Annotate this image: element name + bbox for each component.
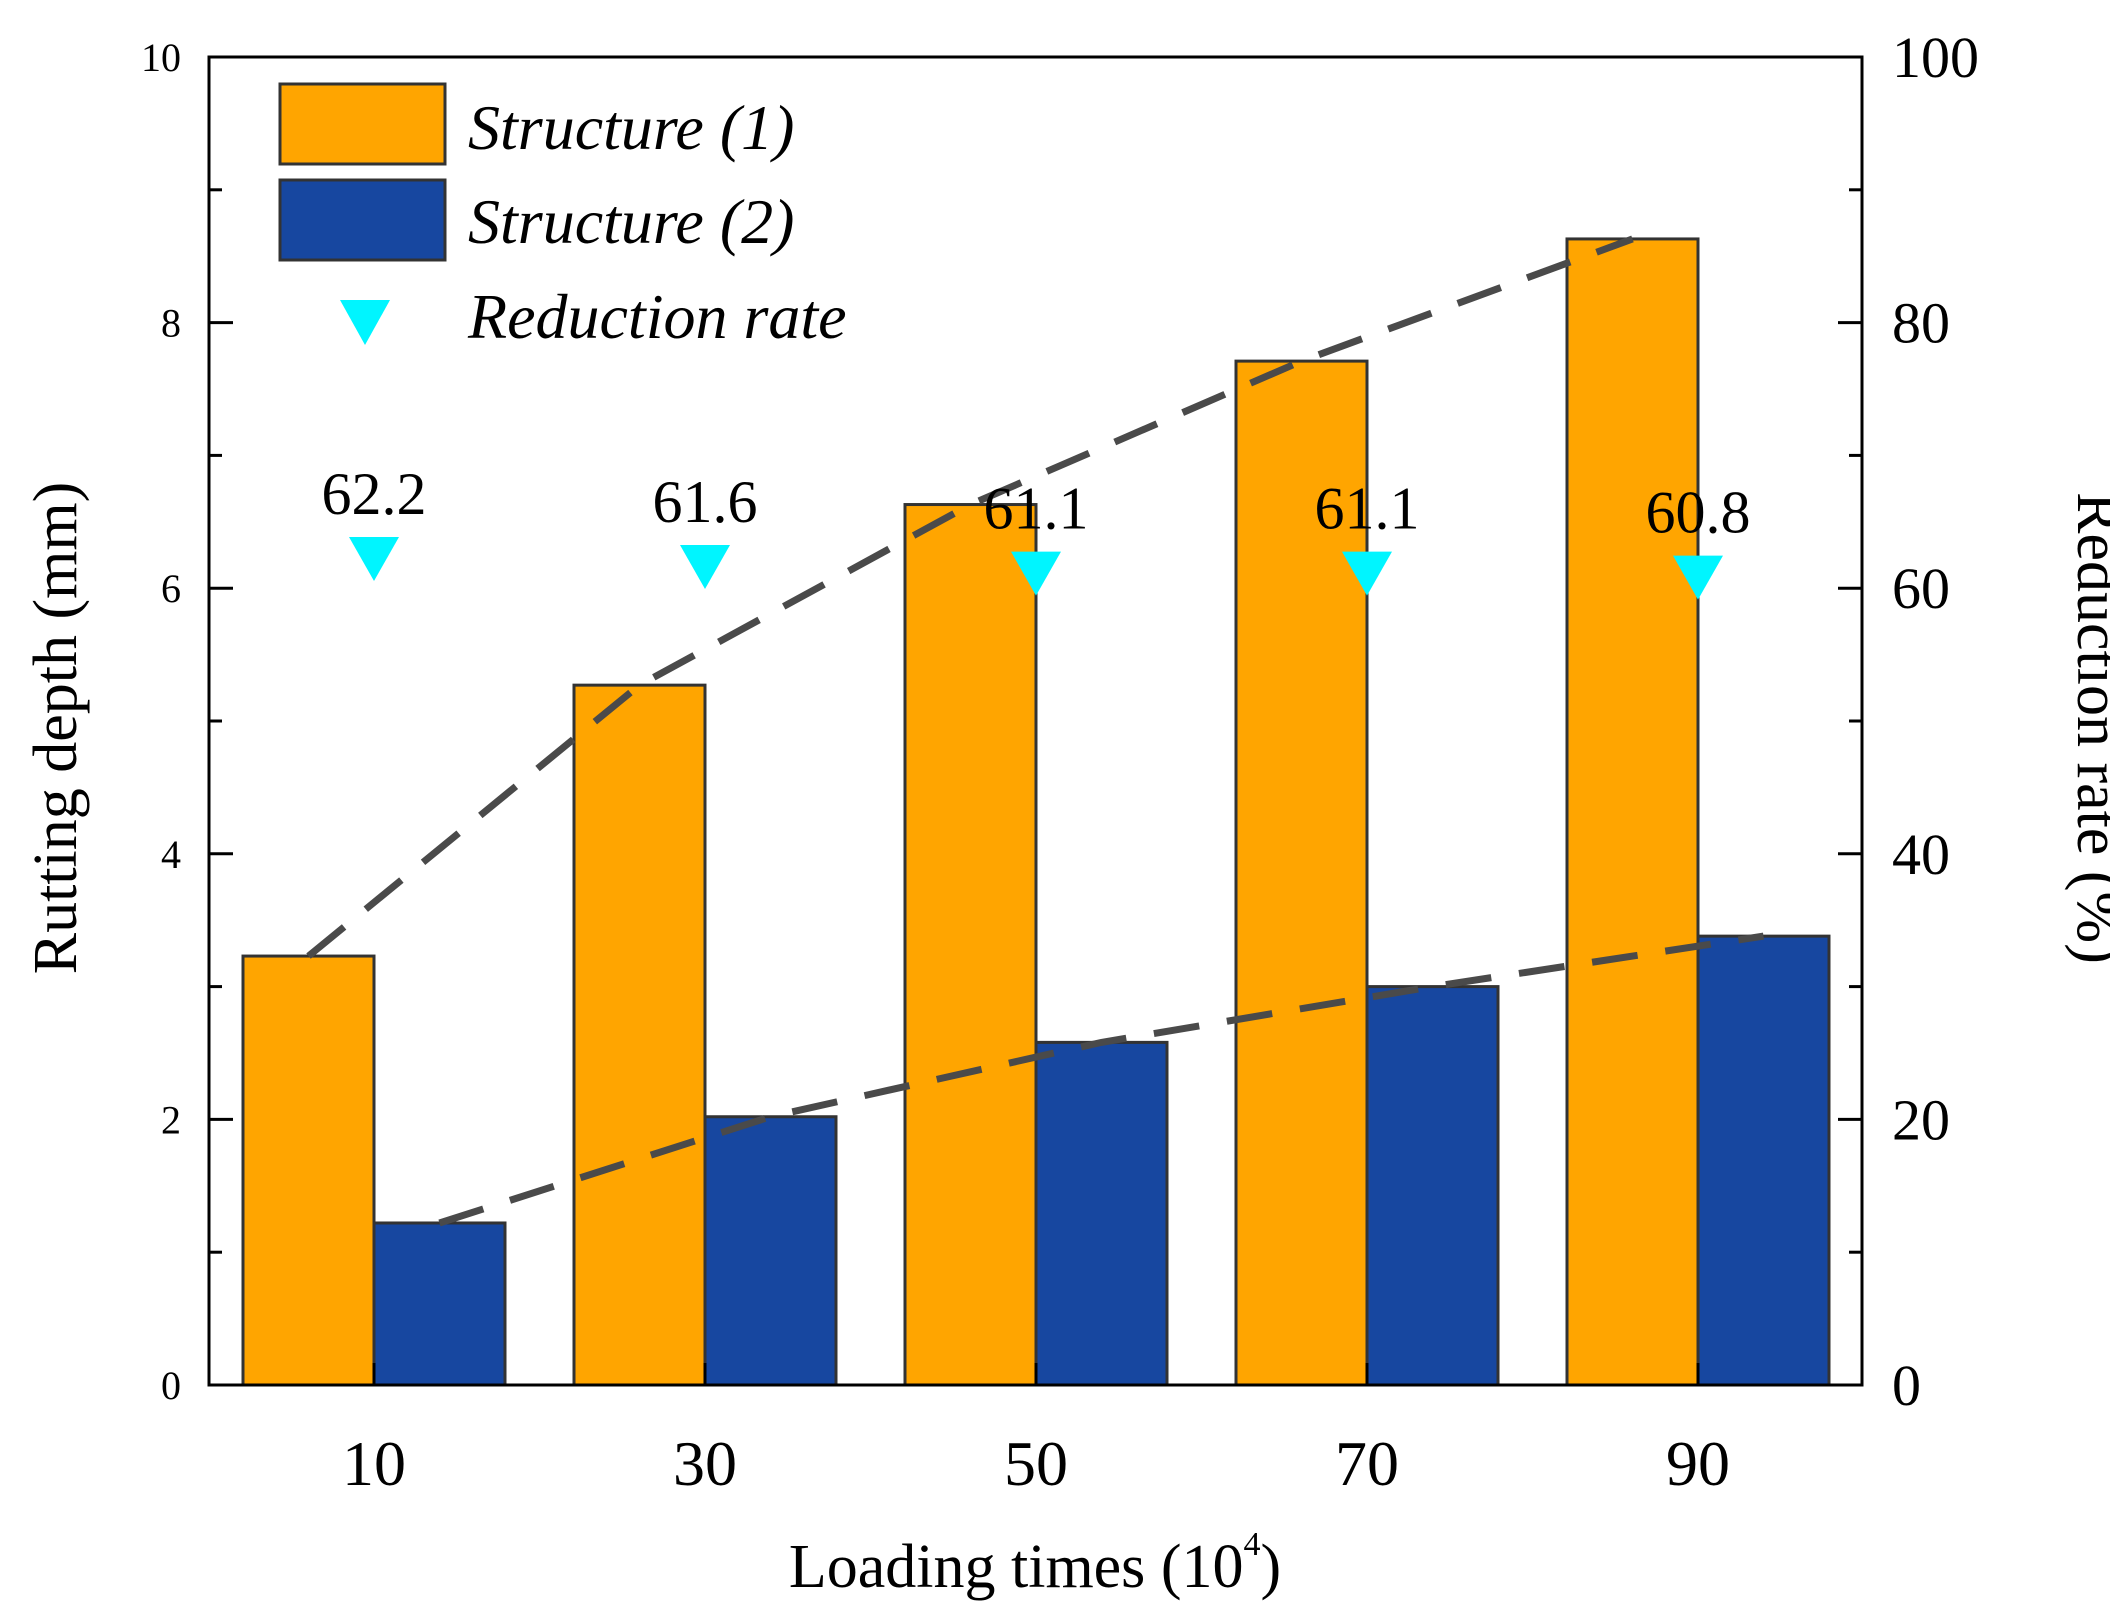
reduction-label-30: 61.6 [653, 469, 758, 535]
bar-structure-2-90 [1696, 934, 1831, 1387]
data-labels-layer: 62.2 61.6 61.1 61.1 60.8 [322, 461, 1751, 546]
x-tick-label-90: 90 [1666, 1428, 1730, 1499]
y-tick-label-6: 6 [161, 566, 181, 611]
bar-structure-1-50 [903, 503, 1038, 1387]
reduction-marker-70 [1342, 551, 1392, 596]
legend-label-structure-2: Structure (2) [468, 186, 794, 257]
legend-label-structure-1: Structure (1) [468, 92, 794, 163]
y2-tick-label-40: 40 [1892, 822, 1950, 887]
bar-structure-1-10 [241, 954, 376, 1387]
legend-label-reduction-rate: Reduction rate [467, 281, 847, 352]
y-tick-label-2: 2 [161, 1097, 181, 1142]
y2-tick-label-0: 0 [1892, 1353, 1921, 1418]
y2-tick-label-20: 20 [1892, 1087, 1950, 1152]
x-tick-label-10: 10 [342, 1428, 406, 1499]
y-tick-label-8: 8 [161, 301, 181, 346]
legend-swatch-structure-1 [278, 82, 447, 166]
bar-structure-1-30 [572, 683, 707, 1387]
y2-tick-label-100: 100 [1892, 25, 1979, 90]
bar-structure-2-30 [703, 1115, 838, 1387]
y-axis-title: Rutting depth (mm) [22, 482, 90, 975]
bar-structure-2-70 [1365, 985, 1500, 1387]
reduction-label-70: 61.1 [1315, 476, 1420, 542]
bar-structure-2-10 [372, 1221, 507, 1387]
reduction-label-50: 61.1 [984, 476, 1089, 542]
trend-lines-layer [306, 235, 1765, 1227]
y-tick-label-10: 10 [141, 35, 181, 80]
y-tick-label-0: 0 [161, 1363, 181, 1408]
x-axis-title: Loading times (104) [789, 1526, 1281, 1601]
reduction-label-10: 62.2 [322, 461, 427, 527]
reduction-label-90: 60.8 [1646, 480, 1751, 546]
trend-line-structure-1 [306, 235, 1634, 959]
reduction-marker-30 [680, 544, 730, 589]
legend-swatch-structure-2 [278, 178, 447, 262]
y2-tick-label-80: 80 [1892, 291, 1950, 356]
reduction-marker-90 [1673, 555, 1723, 600]
y2-tick-label-60: 60 [1892, 556, 1950, 621]
y-tick-label-4: 4 [161, 832, 181, 877]
legend-marker-reduction-rate [340, 300, 390, 345]
reduction-marker-10 [349, 536, 399, 581]
reduction-markers-layer [349, 536, 1723, 600]
x-tick-label-50: 50 [1004, 1428, 1068, 1499]
x-tick-label-70: 70 [1335, 1428, 1399, 1499]
legend: Structure (1) Structure (2) Reduction ra… [278, 82, 847, 352]
y2-axis-title: Reduction rate (%) [2064, 492, 2110, 964]
trend-line-structure-2 [438, 932, 1765, 1227]
bar-structure-1-90 [1565, 237, 1700, 1387]
reduction-marker-50 [1011, 551, 1061, 596]
x-tick-label-30: 30 [673, 1428, 737, 1499]
bars-layer [241, 237, 1831, 1387]
bar-structure-2-50 [1034, 1040, 1169, 1387]
